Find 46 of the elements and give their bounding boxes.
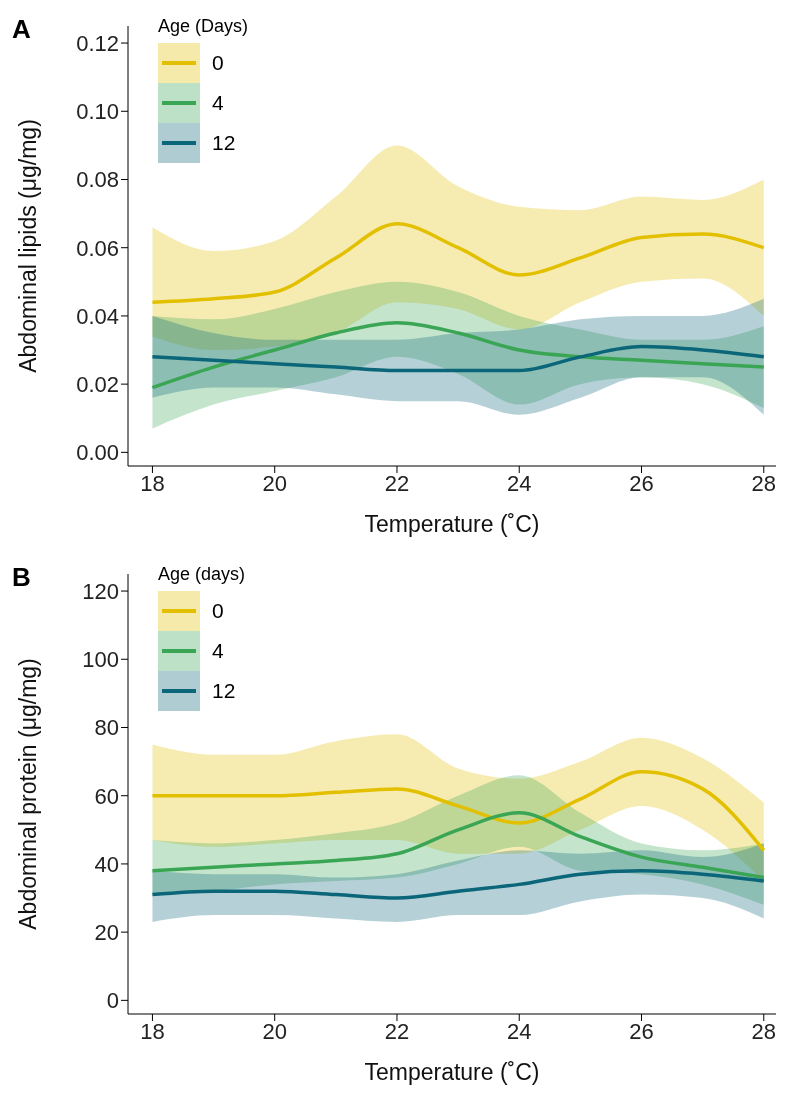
line-series	[150, 320, 766, 390]
y-axis-title: Abdominal protein (μg/mg)	[15, 658, 42, 930]
y-tick-label: 0.08	[76, 167, 119, 193]
legend-label: 4	[212, 91, 224, 115]
legend-label: 0	[212, 51, 224, 75]
y-axis-title: Abdominal lipids (μg/mg)	[15, 119, 42, 373]
line-series	[150, 344, 766, 373]
x-tick-label: 18	[140, 470, 165, 496]
y-tick-label: 0.12	[76, 30, 119, 56]
legend-label: 12	[212, 679, 236, 703]
y-tick-label: 100	[82, 647, 119, 673]
x-tick-label: 22	[384, 1018, 410, 1044]
legend-title: Age (Days)	[158, 16, 249, 37]
legend-title: Age (days)	[158, 564, 246, 585]
x-axis-title: Temperature (˚C)	[364, 1059, 540, 1085]
line-series	[150, 770, 766, 853]
x-tick-label: 28	[751, 470, 777, 496]
y-tick-label: 0.06	[76, 235, 119, 261]
y-tick-label: 0.00	[76, 440, 119, 466]
legend-label: 12	[212, 131, 236, 155]
x-tick-label: 28	[751, 1018, 777, 1044]
text: B	[12, 562, 31, 593]
y-tick-label: 40	[94, 851, 119, 877]
line-series	[150, 222, 766, 305]
x-tick-label: 24	[507, 1018, 532, 1044]
x-tick-label: 26	[629, 470, 654, 496]
y-tick-label: 0.04	[76, 303, 119, 329]
y-tick-label: 60	[94, 783, 119, 809]
x-tick-label: 18	[140, 1018, 165, 1044]
legend-label: 0	[212, 599, 224, 623]
text: A	[12, 14, 31, 45]
y-tick-label: 0.02	[76, 371, 119, 397]
y-tick-label: 0	[106, 988, 119, 1014]
y-tick-label: 0.10	[76, 99, 119, 125]
x-tick-label: 20	[262, 470, 287, 496]
y-tick-label: 120	[82, 578, 119, 604]
legend-label: 4	[212, 639, 224, 663]
x-axis-title: Temperature (˚C)	[364, 511, 540, 537]
x-tick-label: 26	[629, 1018, 654, 1044]
y-tick-label: 20	[94, 919, 119, 945]
line-series	[150, 868, 766, 900]
x-tick-label: 24	[507, 470, 532, 496]
x-tick-label: 22	[384, 470, 410, 496]
x-tick-label: 20	[262, 1018, 287, 1044]
y-tick-label: 80	[94, 715, 119, 741]
line-series	[150, 811, 766, 880]
